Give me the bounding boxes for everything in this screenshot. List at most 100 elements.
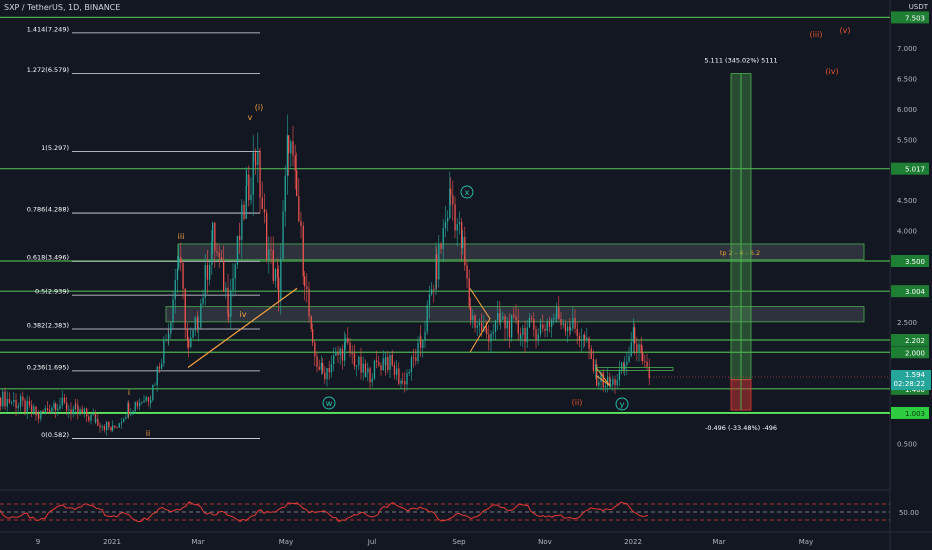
candle-body [234, 264, 236, 279]
candle-body [278, 277, 280, 301]
candle-body [186, 328, 189, 340]
candle-body [143, 400, 145, 403]
candle-body [646, 361, 648, 368]
candle-body [472, 315, 474, 320]
candle-body [380, 365, 382, 371]
candle-body [596, 364, 598, 386]
candle-body [391, 354, 393, 366]
candle-body [257, 150, 259, 165]
candle-body [206, 265, 209, 280]
candle-body [150, 400, 152, 403]
candle-body [476, 325, 478, 328]
sr-zone [165, 306, 865, 323]
x-tick-label: May [279, 538, 293, 546]
candle-body [431, 289, 433, 295]
candle-body [640, 344, 642, 353]
candle-body [447, 217, 449, 222]
zone-label: tp 2 - 4 - 6.2 [720, 249, 760, 257]
candle-body [57, 408, 59, 411]
candle-body [139, 402, 141, 407]
candle-body [218, 252, 220, 258]
candle-body [241, 204, 243, 241]
candle-body [294, 155, 296, 171]
wave-label: w [326, 399, 333, 408]
candle-body [345, 338, 347, 343]
level-badge [891, 255, 929, 267]
candle-body [35, 406, 37, 416]
candle-body [209, 264, 211, 280]
candle-body [288, 135, 290, 154]
candle-body [648, 367, 650, 379]
candle-body [154, 385, 156, 386]
wave-circle [460, 185, 474, 199]
candle-body [426, 305, 428, 332]
candle-body [290, 141, 292, 154]
candle-body [40, 410, 42, 419]
candle-body [300, 220, 302, 226]
candle-body [506, 321, 508, 329]
candle-body [145, 397, 147, 401]
candle-body [564, 323, 567, 332]
y-tick-label: 4.000 [897, 228, 917, 236]
candle-body [504, 316, 506, 329]
candle-body [263, 208, 266, 213]
candle-body [286, 135, 289, 176]
candle-body [396, 368, 398, 375]
candle-body [502, 316, 504, 320]
candle-body [322, 362, 324, 373]
candle-body [526, 327, 528, 342]
candle-body [444, 221, 447, 229]
candle-body [314, 342, 316, 357]
candle-body [404, 381, 406, 385]
candle-body [415, 357, 417, 361]
sr-zone [177, 243, 865, 261]
candle-body [246, 174, 248, 186]
candle-body [118, 423, 120, 428]
candle-body [59, 405, 61, 409]
candle-body [31, 405, 33, 413]
level-badge-label: 3.500 [905, 258, 925, 266]
countdown-label: 02:28:22 [894, 380, 925, 388]
candle-body [609, 376, 611, 387]
candle-body [38, 413, 40, 419]
candle-body [284, 175, 286, 212]
candle-body [440, 243, 442, 249]
candle-body [202, 297, 204, 304]
candle-body [428, 294, 431, 306]
candle-body [515, 316, 517, 320]
candle-body [172, 299, 174, 323]
candle-body [492, 332, 494, 334]
candle-body [182, 263, 184, 289]
y-tick-label: 6.500 [897, 75, 917, 83]
candle-body [528, 317, 531, 328]
candle-body [362, 363, 364, 373]
candle-body [341, 348, 344, 361]
candle-body [268, 249, 270, 260]
candle-body [114, 425, 116, 428]
candle-body [272, 250, 274, 281]
candle-body [626, 361, 628, 366]
candle-body [216, 251, 218, 253]
osc-tick-label: 50.00 [899, 509, 919, 517]
candle-body [51, 407, 53, 413]
candle-body [161, 363, 163, 369]
candle-body [188, 339, 190, 348]
candle-body [356, 365, 358, 367]
candle-body [168, 333, 170, 340]
candle-body [424, 331, 426, 341]
price-axis [890, 0, 932, 550]
candle-body [125, 417, 127, 420]
level-badge [891, 333, 929, 346]
candle-body [328, 368, 330, 373]
candle-body [570, 328, 572, 331]
candle-body [562, 323, 564, 326]
candle-body [644, 361, 646, 362]
candle-body [610, 384, 612, 387]
wave-label: (iv) [825, 67, 838, 76]
candle-body [298, 196, 300, 221]
candle-body [223, 259, 225, 292]
candle-body [382, 358, 384, 371]
candle-body [20, 396, 22, 404]
candle-body [134, 401, 136, 412]
